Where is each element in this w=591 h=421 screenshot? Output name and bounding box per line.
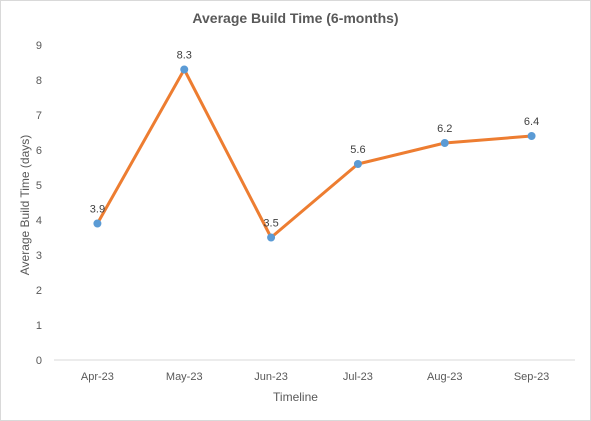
data-point: [353, 160, 362, 168]
data-label: 6.4: [524, 116, 539, 128]
y-tick-label: 7: [36, 110, 42, 122]
data-label: 8.3: [177, 50, 192, 62]
y-tick-label: 0: [36, 355, 42, 367]
data-label: 3.5: [263, 218, 278, 230]
data-label: 6.2: [437, 123, 452, 135]
x-tick-label: Aug-23: [427, 371, 462, 383]
y-tick-label: 6: [36, 145, 42, 157]
y-tick-label: 4: [36, 215, 42, 227]
data-point: [93, 219, 102, 228]
chart-title: Average Build Time (6-months): [192, 10, 399, 26]
y-tick-label: 2: [36, 285, 42, 297]
data-point: [267, 233, 276, 242]
y-tick-label: 8: [36, 75, 42, 87]
series-line: [95, 68, 534, 239]
data-label: 5.6: [350, 144, 365, 156]
x-tick-label: Jul-23: [343, 371, 373, 383]
y-tick-label: 9: [36, 40, 42, 52]
y-tick-label: 5: [36, 180, 42, 192]
x-tick-label: Jun-23: [254, 371, 288, 383]
y-tick-label: 1: [36, 320, 42, 332]
data-label: 3.9: [90, 204, 105, 216]
y-tick-label: 3: [36, 250, 42, 262]
data-point: [527, 132, 536, 140]
x-axis-title: Timeline: [273, 390, 318, 404]
x-tick-label: Apr-23: [81, 371, 114, 383]
data-point: [180, 65, 189, 74]
x-tick-label: Sep-23: [514, 371, 549, 383]
x-tick-label: May-23: [166, 371, 203, 383]
data-point: [440, 139, 449, 147]
